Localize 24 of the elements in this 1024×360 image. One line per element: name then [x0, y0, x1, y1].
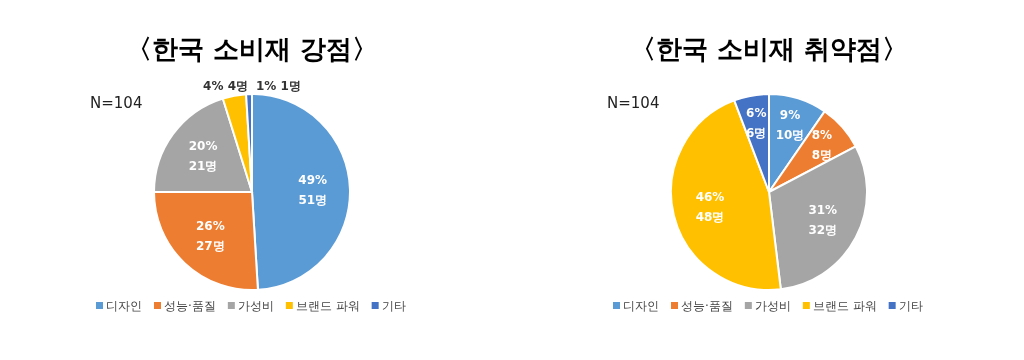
- legend-label: 기타: [381, 299, 406, 313]
- legend-label: 브랜드 파워: [812, 299, 877, 313]
- data-label: 26% 27명: [195, 219, 225, 254]
- data-label: 4% 4명: [203, 79, 248, 93]
- legend-label: 디자인: [106, 299, 142, 313]
- legend-label: 가성비: [237, 299, 274, 313]
- legend-label: 성능·품질: [164, 299, 216, 313]
- legend-label: 성능·품질: [681, 299, 733, 313]
- data-label: 46% 48명: [695, 189, 725, 224]
- legend-label: 기타: [898, 299, 923, 313]
- text: N=104: [90, 94, 143, 112]
- data-label: 31% 32명: [808, 203, 838, 238]
- text: N=104: [607, 94, 660, 112]
- legend-label: 디자인: [623, 299, 659, 313]
- data-label: 8% 8명: [811, 128, 832, 163]
- legend-label: 브랜드 파워: [295, 299, 360, 313]
- chart-title: 〈한국 소비재 취약점〉: [629, 34, 909, 64]
- chart-title: 〈한국 소비재 강점〉: [125, 34, 379, 64]
- data-label: 20% 21명: [188, 138, 218, 173]
- data-label: 49% 51명: [298, 173, 328, 208]
- data-label: 1% 1명: [256, 79, 301, 93]
- data-label: 9% 10명: [775, 107, 805, 142]
- data-label: 6% 6명: [746, 105, 767, 140]
- legend-label: 가성비: [754, 299, 791, 313]
